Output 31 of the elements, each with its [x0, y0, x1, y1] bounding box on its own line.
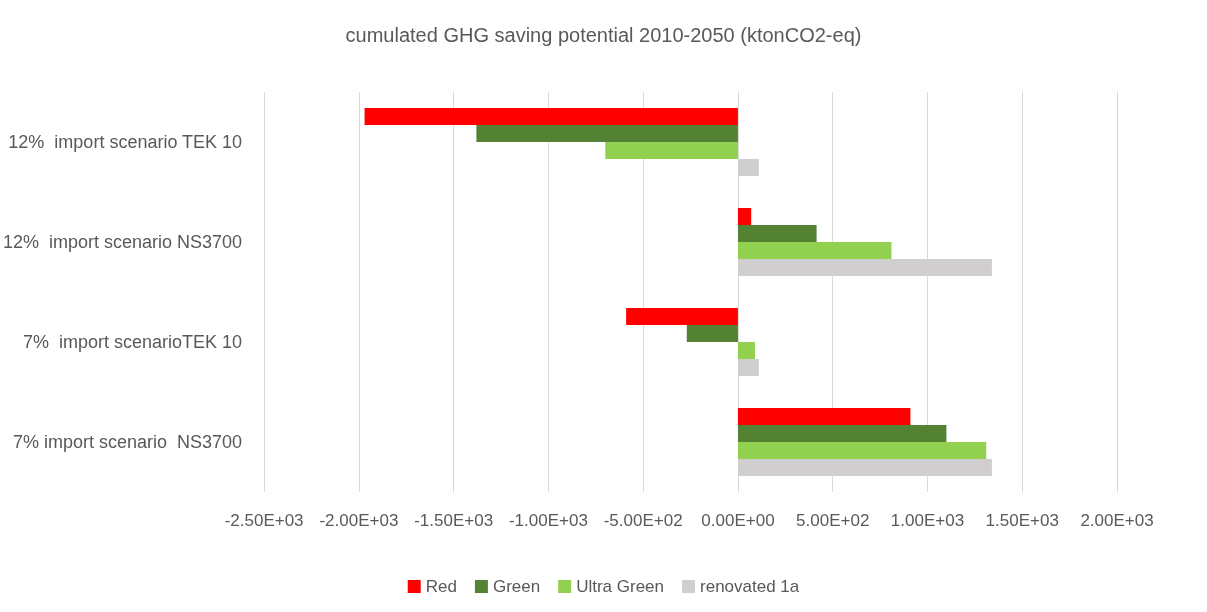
legend-label: Ultra Green	[576, 577, 665, 596]
bar	[737, 208, 752, 225]
bar	[737, 425, 947, 442]
bar	[605, 142, 738, 159]
legend-label: Red	[425, 577, 457, 596]
x-tick-label: -2.50E+03	[224, 511, 304, 530]
bar	[737, 342, 755, 359]
legend-label: renovated 1a	[700, 577, 800, 596]
x-tick-label: 2.00E+03	[1080, 511, 1154, 530]
x-tick-label: -1.00E+03	[508, 511, 588, 530]
y-tick-label: 7% import scenarioTEK 10	[23, 332, 243, 352]
bar	[364, 108, 738, 125]
x-tick-label: -2.00E+03	[319, 511, 399, 530]
y-tick-label: 12% import scenario TEK 10	[8, 132, 243, 152]
chart-title: cumulated GHG saving potential 2010-2050 (ktonCO2-eq)	[345, 24, 862, 46]
x-tick-label: 1.00E+03	[890, 511, 965, 530]
x-tick-label: -1.50E+03	[414, 511, 494, 530]
x-tick-label: -5.00E+02	[603, 511, 683, 530]
bar	[737, 408, 911, 425]
y-tick-label: 12% import scenario NS3700	[3, 232, 243, 252]
bar	[737, 242, 892, 259]
x-tick-label: 5.00E+02	[796, 511, 870, 530]
bar	[737, 225, 817, 242]
bar	[737, 442, 987, 459]
bar	[686, 325, 738, 342]
legend-label: Green	[492, 577, 541, 596]
x-tick-label: 1.50E+03	[985, 511, 1059, 530]
bar	[476, 125, 738, 142]
x-tick-label: 0.00E+00	[701, 511, 775, 530]
bar	[626, 308, 738, 325]
y-tick-label: 7% import scenario NS3700	[13, 432, 243, 452]
